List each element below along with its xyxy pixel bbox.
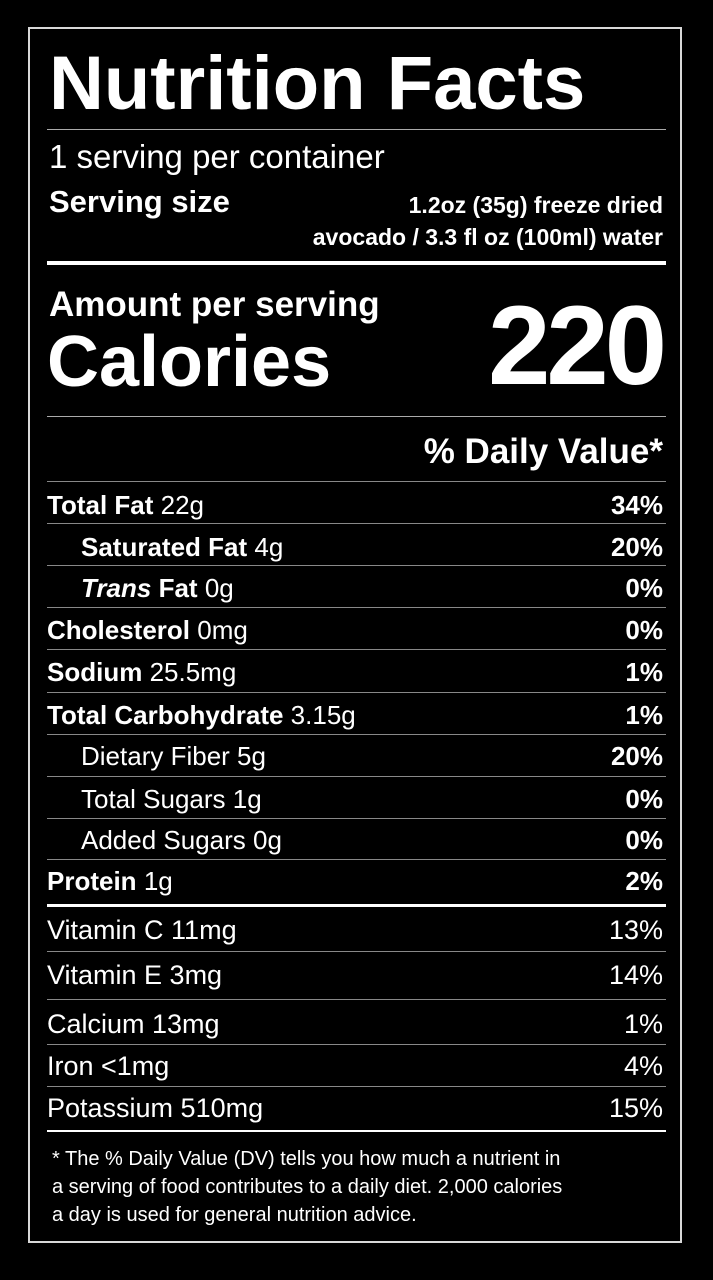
nutrient-name-total-fat: Total Fat 22g [47, 490, 205, 520]
thick-divider [47, 1130, 666, 1132]
divider [47, 649, 666, 650]
divider [47, 859, 666, 860]
daily-value-header: % Daily Value* [423, 432, 663, 471]
divider [47, 416, 666, 417]
amount-per-serving: Amount per serving [49, 285, 380, 324]
nutrient-name-added-sugars: Added Sugars 0g [81, 825, 282, 855]
nutrient-name-total-carbohydrate: Total Carbohydrate 3.15g [47, 700, 356, 730]
divider [47, 481, 666, 482]
servings-per-container: 1 serving per container [49, 138, 385, 175]
divider [47, 1086, 666, 1087]
vitamin-label-e: Vitamin E 3mg [47, 960, 223, 990]
thick-divider [47, 904, 666, 907]
serving-size-value-line1: 1.2oz (35g) freeze dried [408, 192, 663, 218]
thick-divider [47, 261, 666, 265]
nutrient-dv-total-sugars: 0% [625, 784, 663, 814]
nutrient-name-dietary-fiber: Dietary Fiber 5g [81, 741, 266, 771]
calories-label: Calories [47, 322, 332, 402]
mineral-label-potassium: Potassium 510mg [47, 1093, 264, 1123]
footnote-line: a day is used for general nutrition advi… [52, 1204, 417, 1226]
vitamin-dv-c: 13% [608, 915, 663, 945]
nutrient-name-total-sugars: Total Sugars 1g [81, 784, 262, 814]
calories-value: 220 [488, 283, 667, 408]
nutrient-name-saturated-fat: Saturated Fat 4g [81, 532, 284, 562]
divider [47, 607, 666, 608]
divider [47, 776, 666, 777]
mineral-dv-calcium: 1% [623, 1009, 663, 1039]
nutrient-name-cholesterol: Cholesterol 0mg [47, 615, 248, 645]
nutrient-name-sodium: Sodium 25.5mg [47, 657, 237, 687]
divider [47, 129, 666, 130]
nutrient-dv-total-carbohydrate: 1% [625, 700, 663, 730]
nutrient-dv-sodium: 1% [625, 657, 663, 687]
divider [47, 523, 666, 524]
label-title: Nutrition Facts [49, 41, 586, 126]
divider [47, 951, 666, 952]
mineral-label-iron: Iron <1mg [47, 1051, 170, 1081]
nutrition-label-panel [28, 27, 682, 1243]
divider [47, 734, 666, 735]
nutrient-dv-saturated-fat: 20% [610, 532, 663, 562]
mineral-dv-iron: 4% [623, 1051, 663, 1081]
nutrient-name-trans-fat: Trans Fat 0g [81, 573, 234, 603]
divider [47, 565, 666, 566]
vitamin-dv-e: 14% [608, 960, 663, 990]
mineral-label-calcium: Calcium 13mg [47, 1009, 220, 1039]
mineral-dv-potassium: 15% [608, 1093, 663, 1123]
divider [47, 999, 666, 1000]
vitamin-label-c: Vitamin C 11mg [47, 915, 237, 945]
nutrient-dv-cholesterol: 0% [625, 615, 663, 645]
serving-size-label: Serving size [49, 184, 230, 219]
footnote-line: * The % Daily Value (DV) tells you how m… [52, 1148, 561, 1170]
nutrient-dv-total-fat: 34% [610, 490, 663, 520]
nutrient-name-protein: Protein 1g [47, 866, 173, 896]
divider [47, 692, 666, 693]
nutrient-dv-trans-fat: 0% [625, 573, 663, 603]
divider [47, 1044, 666, 1045]
nutrient-dv-added-sugars: 0% [625, 825, 663, 855]
divider [47, 818, 666, 819]
serving-size-value-line2: avocado / 3.3 fl oz (100ml) water [312, 224, 663, 250]
nutrient-dv-protein: 2% [625, 866, 663, 896]
nutrient-dv-dietary-fiber: 20% [610, 741, 663, 771]
footnote-line: a serving of food contributes to a daily… [52, 1176, 563, 1198]
